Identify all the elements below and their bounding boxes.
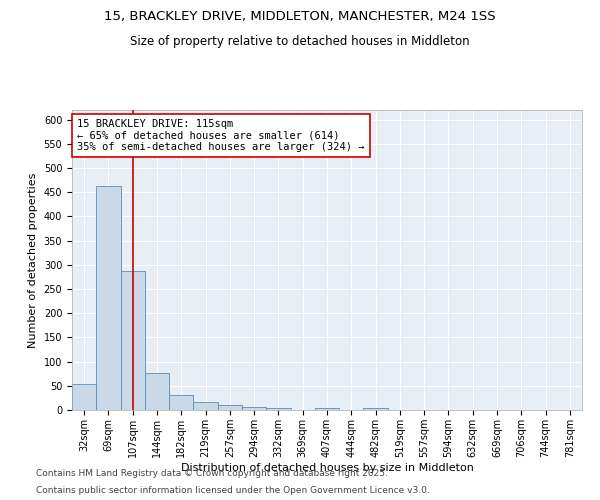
Bar [315,408,339,410]
Bar [169,394,193,410]
Text: Size of property relative to detached houses in Middleton: Size of property relative to detached ho… [130,35,470,48]
Bar [145,372,169,410]
Bar [242,407,266,410]
Y-axis label: Number of detached properties: Number of detached properties [28,172,38,348]
X-axis label: Distribution of detached houses by size in Middleton: Distribution of detached houses by size … [181,462,473,472]
Bar [218,405,242,410]
Bar [96,186,121,410]
Text: 15 BRACKLEY DRIVE: 115sqm
← 65% of detached houses are smaller (614)
35% of semi: 15 BRACKLEY DRIVE: 115sqm ← 65% of detac… [77,119,365,152]
Text: Contains HM Land Registry data © Crown copyright and database right 2025.: Contains HM Land Registry data © Crown c… [36,468,388,477]
Bar [266,408,290,410]
Bar [193,402,218,410]
Bar [72,384,96,410]
Text: 15, BRACKLEY DRIVE, MIDDLETON, MANCHESTER, M24 1SS: 15, BRACKLEY DRIVE, MIDDLETON, MANCHESTE… [104,10,496,23]
Bar [364,408,388,410]
Bar [121,271,145,410]
Text: Contains public sector information licensed under the Open Government Licence v3: Contains public sector information licen… [36,486,430,495]
